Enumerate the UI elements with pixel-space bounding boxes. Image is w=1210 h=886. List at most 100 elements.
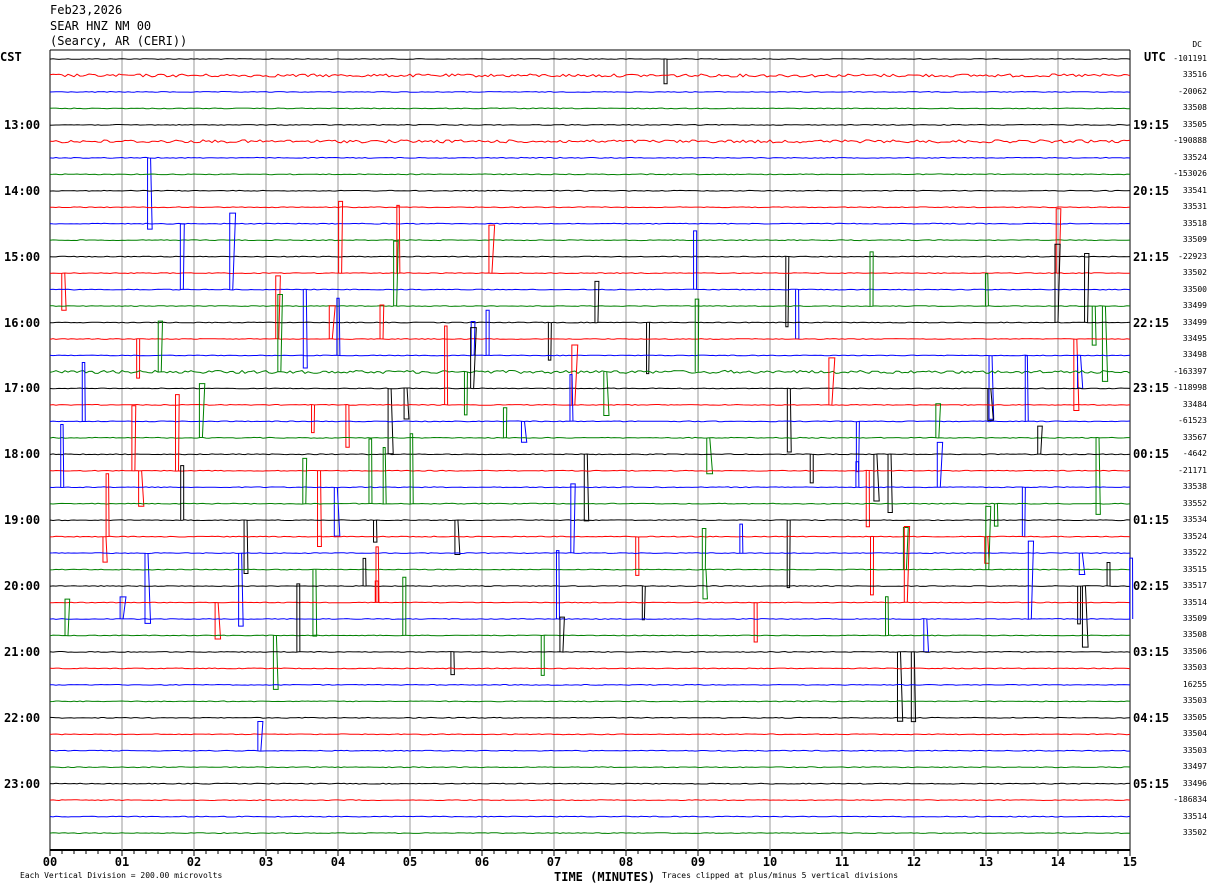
dc-offset-label: 33518	[1182, 218, 1207, 228]
trace-glitch	[61, 273, 67, 311]
trace-glitch	[870, 536, 875, 596]
trace-8	[49, 189, 1131, 192]
trace-glitch	[1081, 586, 1089, 648]
dc-title: DC	[1192, 40, 1202, 49]
trace-glitch	[387, 388, 394, 455]
trace-glitch	[702, 569, 708, 600]
trace-glitch	[984, 536, 990, 564]
dc-offset-label: 33502	[1182, 828, 1207, 838]
trace-glitch	[444, 325, 449, 405]
trace-glitch	[179, 223, 185, 290]
clip-note: Traces clipped at plus/minus 5 vertical …	[662, 871, 899, 880]
trace-11	[49, 239, 1131, 242]
trace-glitch	[1024, 355, 1029, 422]
trace-glitch	[1084, 252, 1090, 323]
dc-offset-label: -190888	[1173, 136, 1207, 146]
trace-glitch	[869, 251, 874, 307]
trace-glitch	[1078, 553, 1086, 575]
dc-offset-label: 33515	[1182, 564, 1207, 574]
trace-glitch	[502, 407, 508, 438]
trace-glitch	[1055, 208, 1062, 274]
x-tick-label: 09	[690, 855, 706, 869]
trace-10	[49, 222, 1131, 225]
trace-glitch	[701, 528, 707, 570]
scale-note: Each Vertical Division = 200.00 microvol…	[20, 871, 223, 880]
trace-glitch	[336, 297, 341, 356]
dc-offset-label: -21171	[1178, 465, 1207, 475]
dc-offset-label: 33516	[1182, 70, 1207, 80]
x-tick-label: 04	[330, 855, 346, 869]
cst-hour-label: 15:00	[4, 249, 41, 264]
dc-offset-label: 33505	[1182, 712, 1207, 722]
utc-hour-label: 20:15	[1133, 183, 1170, 198]
trace-glitch	[1054, 243, 1061, 323]
x-tick-label: 14	[1050, 855, 1066, 869]
trace-glitch	[175, 394, 180, 471]
trace-glitch	[1106, 561, 1111, 587]
trace-29	[49, 535, 1131, 538]
dc-offset-label: 33534	[1182, 515, 1207, 525]
trace-18	[49, 354, 1131, 357]
trace-31	[49, 568, 1131, 571]
dc-offset-label: 33499	[1182, 317, 1207, 327]
trace-glitch	[635, 536, 640, 576]
trace-glitch	[555, 550, 560, 619]
x-tick-label: 00	[42, 855, 58, 869]
dc-offset-label: 33497	[1182, 762, 1207, 772]
cst-hour-label: 13:00	[4, 117, 41, 132]
dc-offset-label: -186834	[1173, 795, 1207, 805]
trace-glitch	[885, 596, 890, 636]
x-tick-label: 08	[618, 855, 634, 869]
trace-12	[49, 255, 1131, 258]
trace-glitch	[1077, 586, 1082, 625]
trace-43	[49, 766, 1131, 769]
trace-14	[49, 288, 1131, 291]
dc-offset-label: -61523	[1178, 416, 1207, 426]
trace-glitch	[570, 483, 576, 554]
trace-28	[49, 519, 1131, 522]
trace-glitch	[1027, 540, 1035, 619]
trace-0	[49, 58, 1131, 60]
trace-46	[49, 815, 1131, 818]
dc-offset-label: 33514	[1182, 811, 1207, 821]
trace-glitch	[706, 437, 714, 475]
trace-glitch	[338, 200, 344, 274]
trace-glitch	[379, 304, 385, 340]
trace-5	[49, 139, 1131, 144]
trace-glitch	[855, 421, 860, 473]
dc-offset-label: 33514	[1182, 597, 1207, 607]
trace-3	[49, 107, 1130, 110]
trace-glitch	[450, 651, 455, 676]
trace-glitch	[393, 240, 399, 307]
trace-glitch	[520, 421, 528, 443]
trace-42	[50, 749, 1130, 752]
dc-offset-label: 33508	[1182, 630, 1207, 640]
trace-glitch	[855, 461, 860, 488]
trace-glitch	[786, 520, 791, 589]
trace-glitch	[547, 322, 552, 361]
trace-glitch	[157, 320, 164, 372]
trace-glitch	[105, 473, 110, 537]
dc-offset-label: 33503	[1182, 663, 1207, 673]
trace-glitch	[795, 289, 800, 340]
dc-offset-label: 33508	[1182, 103, 1207, 113]
trace-21	[49, 403, 1131, 406]
trace-glitch	[243, 520, 249, 574]
trace-7	[49, 173, 1131, 176]
trace-glitch	[277, 294, 283, 372]
cst-hour-label: 14:00	[4, 183, 41, 198]
trace-15	[49, 305, 1131, 307]
trace-glitch	[988, 355, 995, 420]
trace-glitch	[368, 438, 373, 504]
date-label: Feb23,2026	[50, 3, 123, 17]
cst-hour-label: 21:00	[4, 644, 41, 659]
dc-offset-label: 33498	[1182, 350, 1207, 360]
dc-offset-label: 33504	[1182, 729, 1207, 739]
trace-glitch	[275, 275, 281, 340]
trace-45	[49, 799, 1131, 802]
trace-glitch	[374, 580, 379, 603]
cst-hour-label: 23:00	[4, 776, 41, 791]
trace-glitch	[694, 298, 700, 372]
trace-glitch	[903, 526, 911, 603]
dc-offset-label: 33484	[1182, 399, 1207, 409]
